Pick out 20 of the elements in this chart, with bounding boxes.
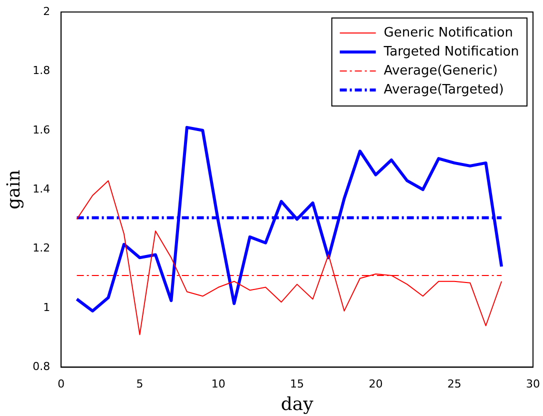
- legend-label: Generic Notification: [384, 25, 513, 40]
- y-tick-label: 2: [43, 4, 50, 18]
- x-tick-label: 15: [290, 378, 304, 391]
- x-tick-label: 0: [58, 378, 65, 391]
- x-tick-label: 10: [211, 378, 226, 391]
- x-tick-label: 5: [136, 378, 144, 391]
- legend-label: Average(Generic): [384, 63, 498, 78]
- x-axis-title: day: [280, 394, 314, 415]
- x-tick-label: 20: [368, 378, 383, 391]
- y-tick-label: 1: [43, 300, 50, 314]
- y-tick-label: 1.8: [32, 64, 50, 78]
- y-axis-title: gain: [3, 169, 24, 210]
- y-tick-label: 1.4: [32, 182, 50, 196]
- x-tick-label: 30: [526, 378, 540, 391]
- x-tick-label: 25: [447, 378, 462, 391]
- y-tick-label: 1.6: [32, 123, 50, 136]
- y-tick-label: 1.2: [32, 242, 50, 255]
- legend-label: Average(Targeted): [384, 82, 504, 98]
- legend-label: Targeted Notification: [382, 44, 520, 60]
- y-tick-label: 0.8: [32, 360, 50, 374]
